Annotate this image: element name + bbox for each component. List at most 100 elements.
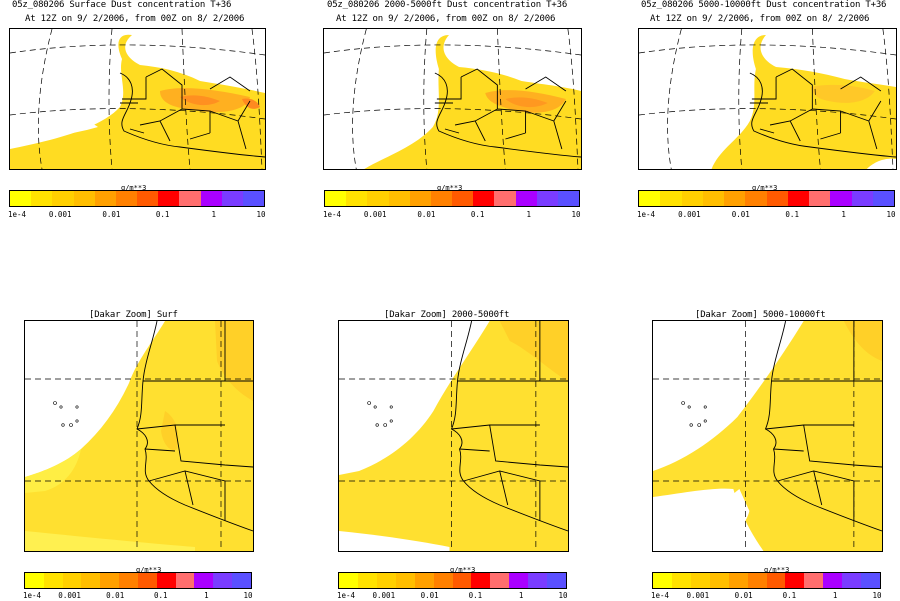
- panel-title: [Dakar Zoom] Surf: [89, 310, 178, 320]
- scale-color-segment: [213, 573, 233, 588]
- scale-color-segment: [433, 573, 453, 588]
- scale-color-segment: [62, 573, 82, 588]
- panel-subtitle: At 12Z on 9/ 2/2006, from 00Z on 8/ 2/20…: [336, 14, 556, 24]
- scale-color-segment: [702, 191, 724, 206]
- dakar-zoom-map: [338, 320, 569, 552]
- scale-tick-label: 0.1: [155, 210, 170, 219]
- scale-color-segment: [388, 191, 410, 206]
- scale-color-segment: [137, 191, 159, 206]
- scale-unit: g/m**3: [752, 184, 778, 192]
- scale-color-segment: [31, 191, 53, 206]
- scale-color-segment: [536, 191, 558, 206]
- scale-color-segment: [376, 573, 396, 588]
- scale-color-segment: [639, 191, 661, 206]
- scale-color-segment: [73, 191, 95, 206]
- scale-color-segment: [100, 573, 120, 588]
- scale-color-segment: [745, 191, 767, 206]
- scale-tick-label: 0.01: [734, 591, 753, 600]
- scale-tick-label: 0.001: [48, 210, 72, 219]
- scale-color-segment: [52, 191, 74, 206]
- regional-map: [9, 28, 266, 170]
- regional-map-graphic: [639, 29, 896, 169]
- scale-color-segment: [156, 573, 176, 588]
- scale-color-segment: [747, 573, 767, 588]
- scale-tick-label: 0.001: [58, 591, 81, 600]
- scale-tick-label: 1: [518, 591, 524, 600]
- scale-color-segment: [653, 573, 672, 588]
- color-scale-bar: [9, 190, 265, 207]
- scale-unit: g/m**3: [121, 184, 147, 192]
- scale-tick-label: 0.01: [731, 210, 750, 219]
- scale-tick-label: 0.01: [417, 210, 436, 219]
- scale-tick-label: 1: [841, 210, 846, 219]
- panel-subtitle: At 12Z on 9/ 2/2006, from 00Z on 8/ 2/20…: [650, 14, 870, 24]
- scale-color-segment: [766, 573, 786, 588]
- scale-color-segment: [10, 191, 32, 206]
- scale-color-segment: [325, 191, 347, 206]
- scale-color-segment: [728, 573, 748, 588]
- scale-color-segment: [158, 191, 180, 206]
- scale-color-segment: [339, 573, 358, 588]
- scale-tick-label: 1: [526, 210, 532, 219]
- scale-color-segment: [473, 191, 495, 206]
- scale-color-segment: [851, 191, 873, 206]
- scale-color-segment: [137, 573, 157, 588]
- scale-tick-label: 1e-4: [322, 210, 342, 219]
- scale-color-segment: [414, 573, 434, 588]
- scale-tick-label: 1: [211, 210, 217, 219]
- scale-color-segment: [452, 191, 474, 206]
- scale-color-segment: [709, 573, 729, 588]
- scale-color-segment: [452, 573, 472, 588]
- scale-tick-label: 1e-4: [7, 210, 27, 219]
- scale-color-segment: [367, 191, 389, 206]
- scale-tick-label: 0.001: [363, 210, 387, 219]
- scale-color-segment: [43, 573, 63, 588]
- scale-unit: g/m**3: [450, 566, 476, 574]
- color-scale-bar: [652, 572, 881, 589]
- scale-tick-label: 10: [571, 210, 581, 219]
- scale-color-segment: [515, 191, 537, 206]
- scale-tick-label: 0.01: [420, 591, 439, 600]
- color-scale-bar: [24, 572, 252, 589]
- scale-color-segment: [232, 573, 251, 588]
- scale-tick-label: 0.001: [678, 210, 701, 219]
- scale-unit: g/m**3: [136, 566, 162, 574]
- scale-tick-label: 1: [832, 591, 838, 600]
- scale-color-segment: [823, 573, 843, 588]
- scale-tick-label: 1e-4: [650, 591, 670, 600]
- scale-color-segment: [221, 191, 243, 206]
- scale-color-segment: [787, 191, 809, 206]
- scale-tick-label: 10: [243, 591, 253, 600]
- scale-tick-label: 10: [872, 591, 882, 600]
- scale-color-segment: [430, 191, 453, 206]
- dakar-zoom-map: [652, 320, 883, 552]
- scale-color-segment: [200, 191, 222, 206]
- panel-title: 05z_080206 2000-5000ft Dust concentratio…: [327, 0, 568, 10]
- color-scale-bar: [324, 190, 580, 207]
- scale-unit: g/m**3: [437, 184, 463, 192]
- scale-color-segment: [671, 573, 691, 588]
- scale-tick-label: 0.01: [102, 210, 121, 219]
- scale-color-segment: [346, 191, 368, 206]
- scale-unit: g/m**3: [764, 566, 790, 574]
- scale-color-segment: [681, 191, 703, 206]
- scale-color-segment: [509, 573, 529, 588]
- scale-color-segment: [357, 573, 377, 588]
- panel-title: [Dakar Zoom] 5000-10000ft: [695, 310, 826, 320]
- scale-color-segment: [242, 191, 265, 206]
- scale-tick-label: 0.001: [372, 591, 396, 600]
- scale-color-segment: [528, 573, 548, 588]
- scale-color-segment: [830, 191, 852, 206]
- scale-color-segment: [547, 573, 567, 588]
- scale-tick-label: 10: [256, 210, 266, 219]
- scale-tick-label: 1e-4: [636, 210, 656, 219]
- scale-color-segment: [804, 573, 824, 588]
- scale-color-segment: [115, 191, 138, 206]
- scale-tick-label: 0.1: [468, 591, 483, 600]
- scale-tick-label: 1e-4: [336, 591, 356, 600]
- regional-map-graphic: [324, 29, 581, 169]
- scale-color-segment: [409, 191, 431, 206]
- scale-color-segment: [81, 573, 101, 588]
- scale-color-segment: [872, 191, 894, 206]
- scale-color-segment: [119, 573, 138, 588]
